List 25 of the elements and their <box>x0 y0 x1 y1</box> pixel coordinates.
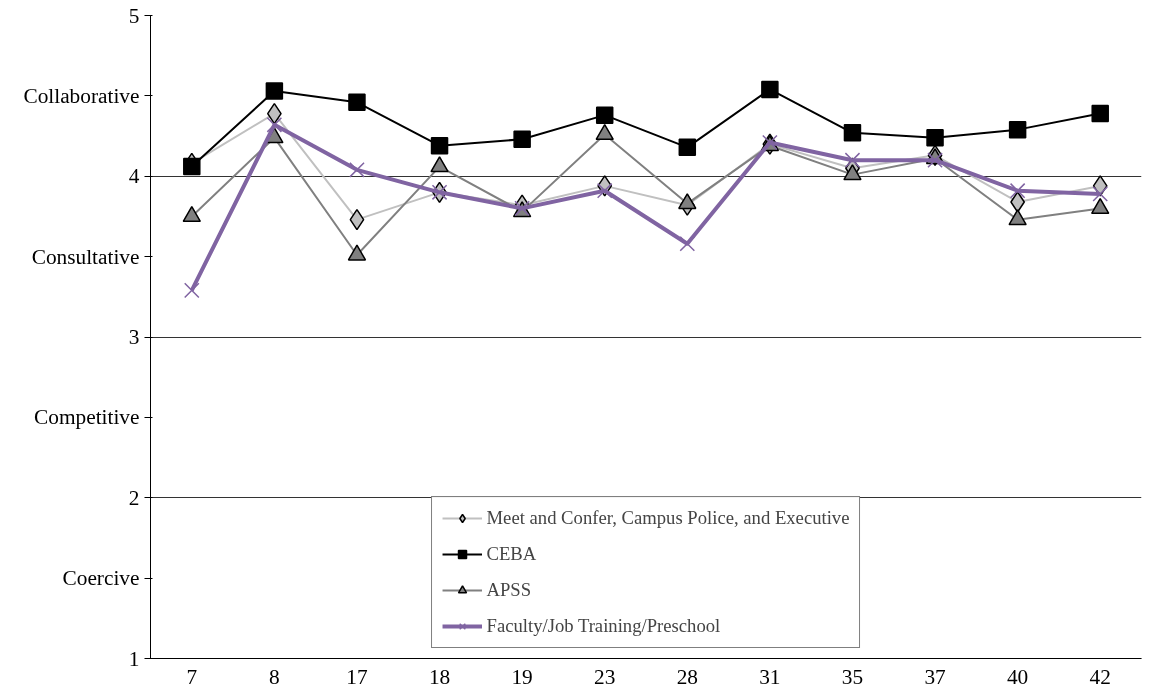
x-tick-label: 40 <box>1006 664 1029 689</box>
x-tick-label: 18 <box>428 664 451 689</box>
x-tick-label: 28 <box>676 664 698 689</box>
y-tick-label: 1 <box>128 646 140 671</box>
y-tick-label: 4 <box>128 164 140 189</box>
x-tick-label: 7 <box>186 664 198 689</box>
y-tick-label: 5 <box>128 3 140 28</box>
y-tick-label: Collaborative <box>23 83 140 108</box>
x-tick-label: 37 <box>924 664 947 689</box>
x-tick-label: 8 <box>269 664 280 689</box>
y-tick-label: Coercive <box>62 566 140 591</box>
legend-label: CEBA <box>486 543 537 565</box>
legend-label: Faculty/Job Training/Preschool <box>486 615 721 637</box>
x-tick-label: 42 <box>1089 664 1111 689</box>
legend-label: Meet and Confer, Campus Police, and Executive <box>486 507 850 529</box>
x-tick-label: 17 <box>346 664 368 689</box>
x-tick-label: 35 <box>841 664 864 689</box>
y-tick-label: 2 <box>128 485 140 510</box>
legend-label: APSS <box>486 579 532 601</box>
x-tick-label: 23 <box>594 664 616 689</box>
x-tick-label: 31 <box>759 664 781 689</box>
y-tick-label: Consultative <box>31 244 140 269</box>
y-tick-label: 3 <box>128 325 140 349</box>
y-tick-label: Competitive <box>34 405 140 430</box>
x-tick-label: 19 <box>511 664 533 689</box>
